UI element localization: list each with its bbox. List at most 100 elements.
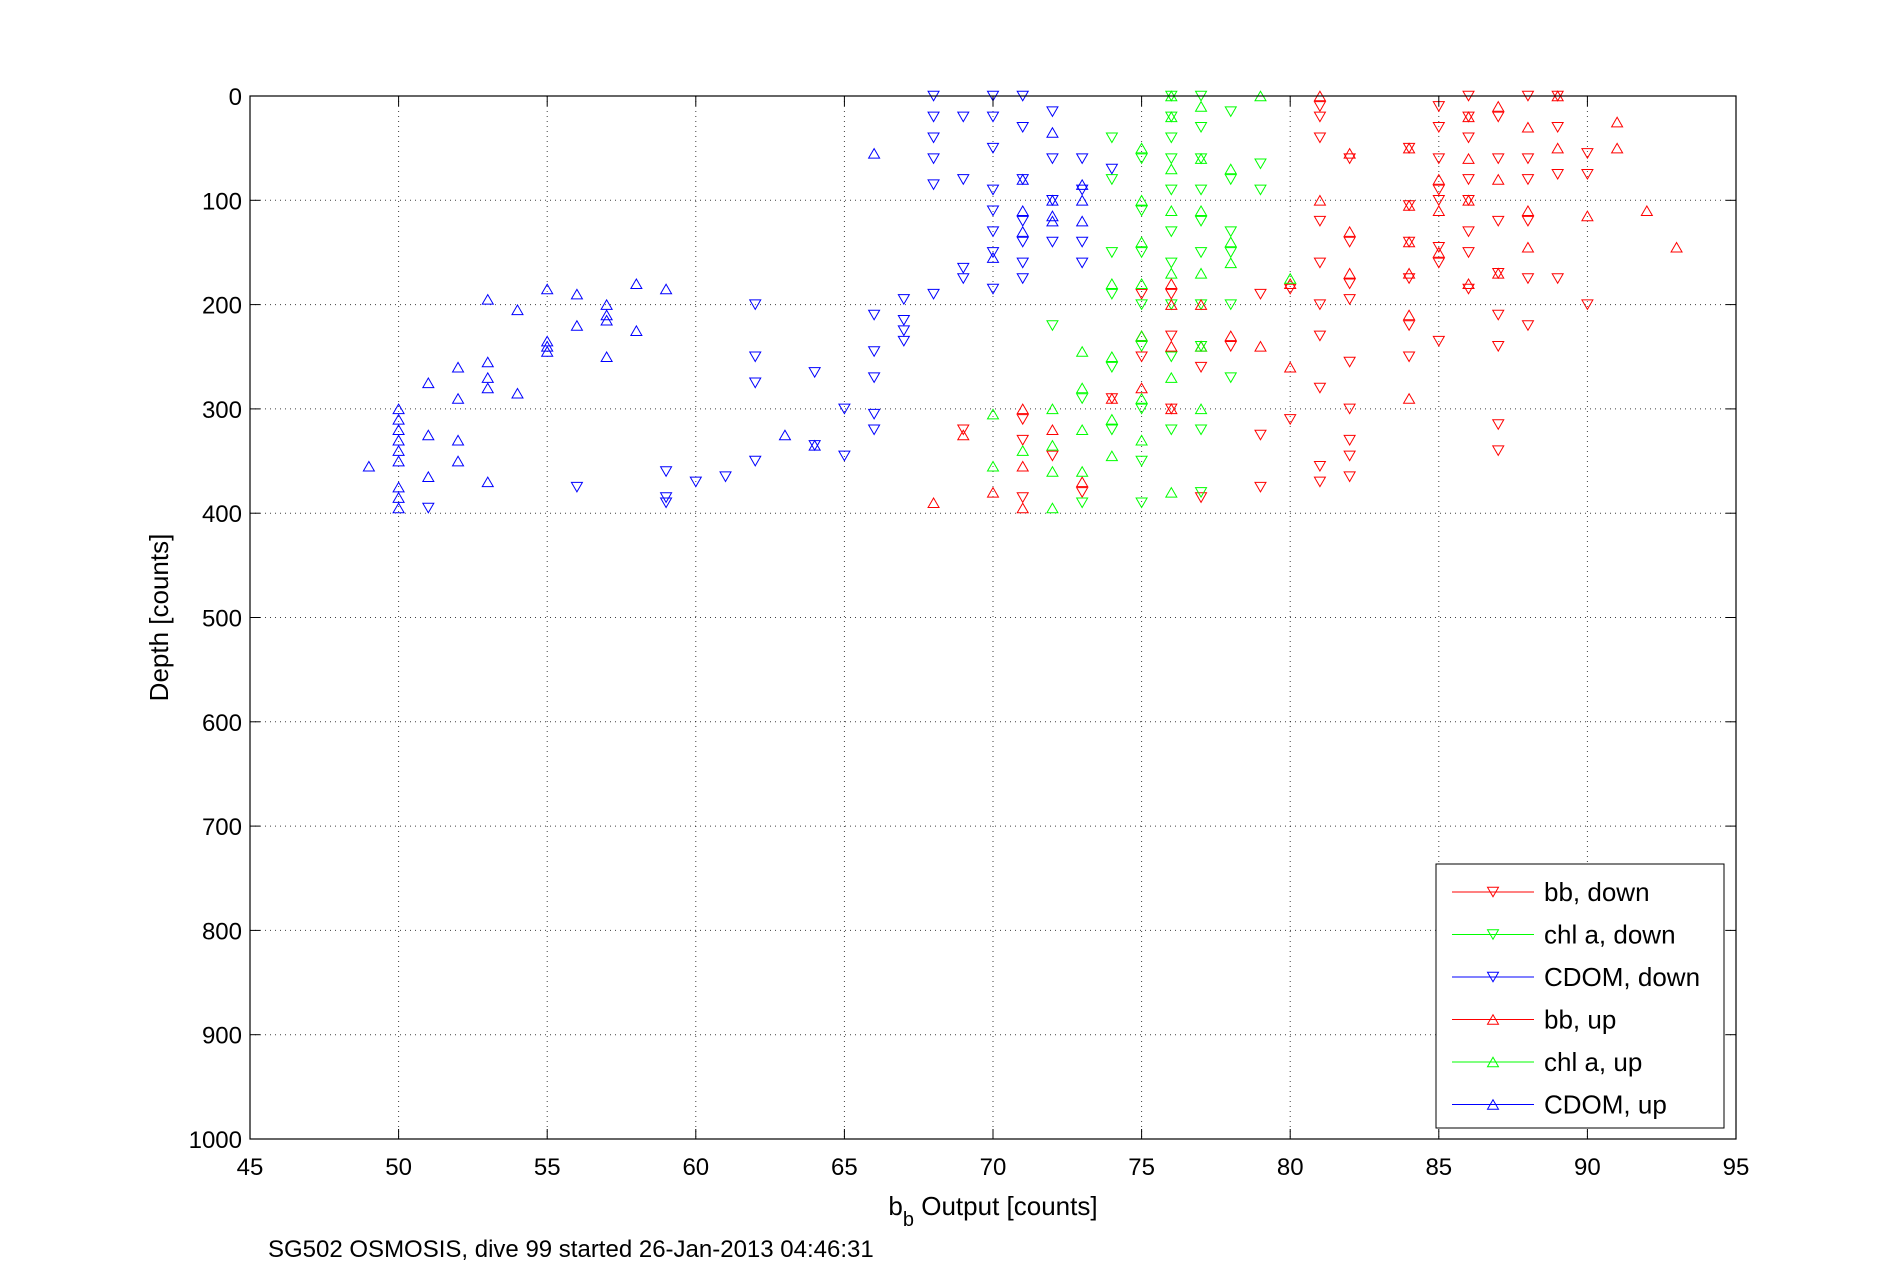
data-point	[1521, 215, 1535, 227]
data-point	[1521, 320, 1535, 332]
data-point	[1164, 257, 1178, 269]
data-point	[1283, 361, 1297, 373]
data-point	[1194, 487, 1208, 499]
x-axis-label-rest: Output [counts]	[914, 1191, 1098, 1221]
data-point	[1224, 330, 1238, 342]
data-point	[481, 293, 495, 305]
data-point	[1491, 215, 1505, 227]
data-point	[1224, 341, 1238, 353]
data-point	[1551, 122, 1565, 134]
data-point	[1105, 392, 1119, 404]
data-point	[511, 387, 524, 399]
data-point	[1521, 241, 1535, 253]
data-point	[1462, 247, 1475, 259]
data-point	[600, 314, 614, 326]
data-point	[867, 346, 881, 358]
data-point	[1432, 335, 1446, 347]
data-point	[1194, 298, 1208, 310]
legend-entry: chl a, up	[1452, 1047, 1642, 1077]
data-point	[867, 309, 881, 321]
data-point	[629, 277, 643, 290]
data-point	[1343, 236, 1357, 248]
data-point	[1046, 210, 1059, 222]
data-point	[1343, 434, 1357, 446]
data-point	[1075, 178, 1089, 190]
data-point	[1046, 215, 1059, 227]
data-point	[1491, 100, 1505, 112]
data-point	[1016, 122, 1030, 134]
data-point	[1224, 163, 1238, 175]
x-tick-label: 70	[980, 1154, 1007, 1181]
data-point	[421, 377, 435, 389]
data-point	[1224, 174, 1238, 186]
series-cdom-up	[362, 126, 1089, 514]
data-point	[1402, 267, 1416, 279]
data-point	[1194, 361, 1208, 373]
data-point	[1135, 247, 1148, 259]
data-point	[1402, 309, 1416, 321]
data-point	[1046, 403, 1059, 415]
data-point	[362, 460, 376, 472]
data-point	[1105, 277, 1119, 290]
data-point	[1016, 434, 1030, 446]
x-tick-label: 65	[831, 1154, 858, 1181]
data-point	[1462, 277, 1475, 290]
data-point	[1164, 153, 1178, 165]
data-point	[748, 299, 762, 311]
data-point	[1164, 111, 1178, 123]
data-point	[1164, 330, 1178, 342]
x-axis-label: bb Output [counts]	[888, 1191, 1097, 1231]
data-point	[1462, 132, 1475, 144]
data-point	[1046, 502, 1059, 514]
data-point	[1194, 184, 1208, 196]
data-point	[1254, 481, 1267, 493]
data-point	[1105, 163, 1119, 175]
data-point	[540, 345, 554, 357]
data-point	[1402, 199, 1416, 211]
y-tick-label: 100	[202, 188, 242, 215]
data-point	[1164, 184, 1178, 196]
data-point	[986, 111, 1000, 123]
data-point	[927, 111, 940, 123]
data-point	[808, 439, 822, 451]
x-tick-label: 60	[682, 1154, 709, 1181]
data-point	[986, 226, 1000, 238]
data-point	[1075, 487, 1089, 499]
data-point	[1462, 174, 1475, 186]
data-point	[392, 502, 405, 514]
data-point	[1105, 288, 1119, 300]
data-point	[1402, 236, 1416, 248]
data-point	[1075, 423, 1089, 436]
data-point	[1046, 439, 1059, 451]
data-point	[1075, 476, 1089, 488]
data-point	[1224, 247, 1238, 259]
data-point	[1313, 132, 1327, 144]
data-point	[1313, 299, 1327, 311]
data-point	[1432, 257, 1446, 269]
data-point	[1521, 204, 1535, 216]
data-point	[1016, 215, 1030, 227]
y-tick-label: 800	[202, 918, 242, 945]
data-point	[1491, 419, 1505, 431]
data-point	[1254, 340, 1267, 352]
data-point	[1194, 247, 1208, 259]
data-point	[986, 486, 1000, 498]
data-point	[927, 132, 940, 144]
data-point	[1164, 277, 1178, 290]
data-point	[748, 377, 762, 389]
x-tick-label: 50	[385, 1154, 412, 1181]
data-point	[1462, 152, 1475, 164]
y-tick-label: 300	[202, 397, 242, 424]
x-axis-label-main: b	[888, 1191, 902, 1221]
data-point	[481, 476, 495, 488]
data-point	[897, 294, 911, 306]
data-point	[1432, 184, 1446, 196]
y-tick-label: 600	[202, 710, 242, 737]
legend-entry: CDOM, down	[1452, 962, 1700, 992]
data-point	[1046, 236, 1059, 248]
x-axis-label-subscript: b	[903, 1209, 914, 1231]
data-point	[629, 324, 643, 336]
legend-box	[1435, 863, 1725, 1129]
data-point	[1462, 111, 1475, 123]
y-tick-label: 500	[202, 606, 242, 633]
